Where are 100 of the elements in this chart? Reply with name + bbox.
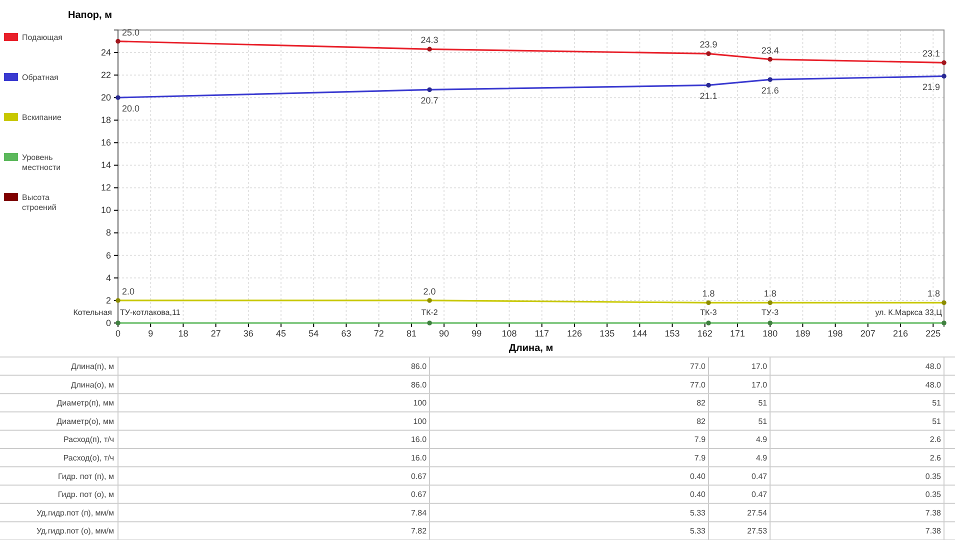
- text: 51: [932, 398, 942, 408]
- text: 100: [413, 398, 428, 408]
- y-tick-label: 14: [100, 160, 111, 170]
- text: 2.6: [930, 454, 942, 462]
- annotation: ТК-3: [700, 308, 718, 317]
- x-tick-label: 72: [374, 328, 384, 338]
- text: 4.9: [756, 435, 768, 444]
- text: 0.47: [752, 472, 768, 481]
- text: 48.0: [925, 380, 942, 390]
- text: 17.0: [752, 380, 768, 390]
- x-tick-label: 207: [860, 328, 876, 338]
- x-tick-label: 0: [115, 328, 121, 338]
- x-tick-label: 18: [178, 328, 188, 338]
- text: 51: [932, 416, 942, 426]
- x-tick-label: 216: [893, 328, 908, 338]
- x-tick-label: 153: [664, 328, 680, 338]
- data-label: 2.0: [122, 286, 135, 296]
- x-tick-label: 99: [472, 328, 482, 338]
- x-axis-title: Длина, м: [508, 343, 554, 354]
- text: 0.40: [690, 472, 706, 481]
- data-label: 23.9: [700, 40, 718, 50]
- legend-label: Обратная: [22, 73, 58, 82]
- text: 0.40: [690, 490, 706, 500]
- legend-label: Уровень местности: [22, 153, 61, 172]
- text: 51: [758, 398, 768, 408]
- y-tick-label: 18: [100, 115, 111, 126]
- annotation: ТК-2: [421, 308, 438, 317]
- text: 7.84: [410, 508, 428, 518]
- data-label: 1.8: [927, 288, 940, 299]
- text: Диаметр(о), мм: [56, 416, 114, 426]
- text: Длина(о), м: [70, 380, 114, 390]
- x-tick-label: 126: [566, 328, 582, 338]
- text: 17.0: [752, 362, 768, 371]
- text: Котельная: [73, 308, 112, 317]
- text: 82: [696, 416, 706, 426]
- text: Уд.гидр.пот (о), мм/м: [36, 526, 114, 536]
- x-tick-label: 45: [276, 328, 286, 338]
- y-tick-label: 24: [100, 47, 111, 58]
- text: Расход(о), т/ч: [63, 454, 114, 462]
- x-tick-label: 90: [439, 328, 450, 338]
- legend-label: Вскипание: [22, 113, 62, 122]
- x-tick-label: 189: [795, 328, 810, 338]
- annotation: ТУ-3: [762, 308, 780, 317]
- x-tick-label: 27: [210, 328, 221, 338]
- text: Длина(п), м: [70, 362, 114, 371]
- y-tick-label: 22: [100, 70, 111, 80]
- x-tick-label: 54: [308, 328, 319, 338]
- text: 4.9: [756, 454, 768, 462]
- data-label: 1.8: [764, 288, 776, 299]
- y-tick-label: 10: [100, 205, 111, 216]
- text: 7.38: [925, 526, 942, 536]
- data-label: 20.0: [122, 104, 140, 114]
- x-tick-label: 63: [341, 328, 352, 338]
- text: 0.35: [925, 490, 942, 500]
- text: Гидр. пот (о), м: [58, 490, 114, 500]
- annotation: ТУ-котлакова,11: [120, 308, 181, 317]
- text: 7.82: [410, 526, 428, 536]
- x-tick-label: 135: [600, 328, 615, 338]
- y-tick-label: 0: [106, 318, 111, 328]
- text: Уд.гидр.пот (п), мм/м: [36, 508, 114, 518]
- x-tick-label: 198: [828, 328, 843, 338]
- text: Гидр. пот (п), м: [58, 472, 114, 481]
- data-label: 20.7: [420, 96, 438, 106]
- data-label: 21.9: [922, 82, 940, 92]
- text: Диаметр(п), мм: [56, 398, 114, 408]
- y-tick-label: 8: [106, 228, 111, 238]
- x-tick-label: 180: [762, 328, 778, 338]
- x-tick-label: 225: [926, 328, 941, 338]
- text: 86.0: [410, 380, 428, 390]
- text: Расход(п), т/ч: [63, 435, 114, 444]
- text: 0.67: [410, 472, 428, 481]
- y-tick-label: 2: [106, 295, 111, 306]
- data-label: 23.4: [761, 45, 779, 56]
- text: 27.54: [747, 508, 768, 518]
- x-tick-label: 117: [534, 328, 550, 338]
- data-label: 23.1: [922, 48, 940, 59]
- text: 16.0: [410, 435, 428, 444]
- data-label: 2.0: [423, 286, 436, 296]
- text: 5.33: [690, 508, 706, 518]
- y-tick-label: 4: [106, 272, 111, 283]
- text: 2.6: [930, 435, 942, 444]
- text: 7.38: [925, 508, 942, 518]
- y-tick-label: 16: [100, 138, 111, 148]
- x-tick-label: 162: [697, 328, 712, 338]
- text: 0.35: [925, 472, 942, 481]
- y-tick-label: 20: [100, 92, 111, 102]
- data-label: 24.3: [420, 35, 438, 46]
- x-tick-label: 81: [406, 328, 416, 338]
- text: 86.0: [410, 362, 428, 371]
- legend-label: Высота строений: [22, 193, 56, 212]
- data-label: 1.8: [702, 288, 715, 299]
- text: 7.9: [694, 435, 706, 444]
- data-label: 21.1: [700, 91, 718, 102]
- text: 82: [696, 398, 706, 408]
- text: 27.53: [747, 526, 768, 536]
- legend-label: Подающая: [22, 33, 63, 42]
- text: 77.0: [690, 362, 706, 371]
- text: 7.9: [694, 454, 706, 462]
- y-tick-label: 6: [106, 250, 111, 260]
- x-tick-label: 9: [148, 328, 154, 338]
